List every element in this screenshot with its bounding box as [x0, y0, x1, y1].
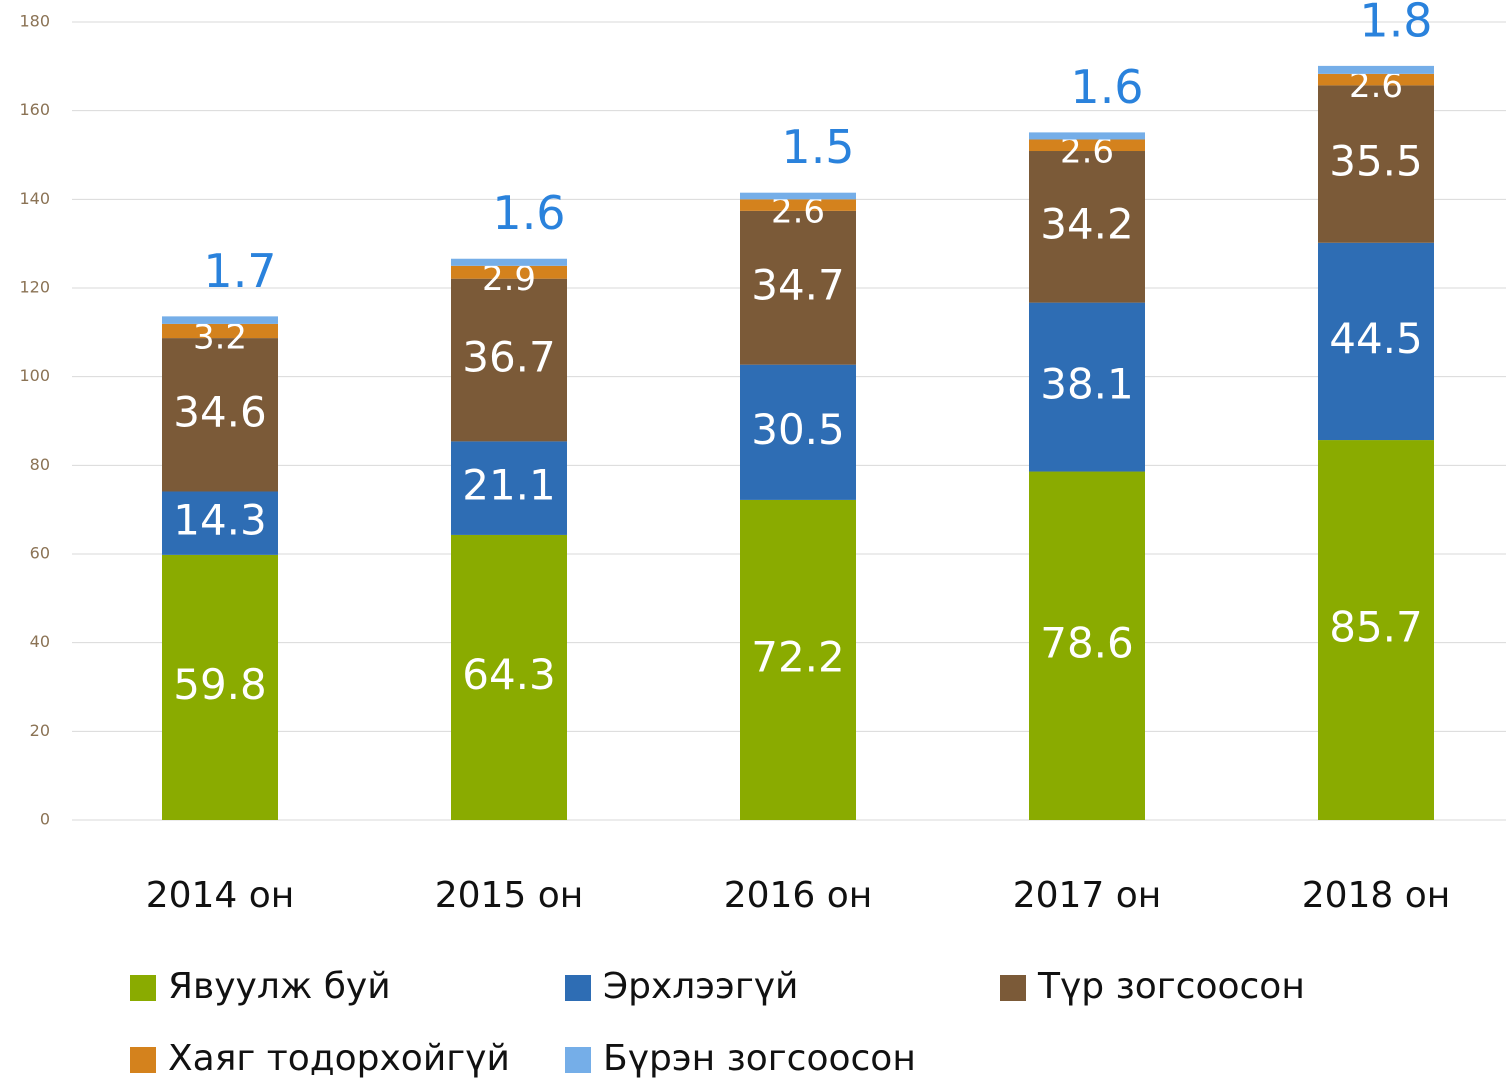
y-tick-label: 160 — [19, 100, 50, 119]
data-label: 36.7 — [462, 333, 556, 382]
bar-segment — [451, 441, 567, 535]
x-tick-label: 2015 он — [435, 875, 584, 916]
data-label: 85.7 — [1329, 603, 1423, 652]
bar-segment — [1029, 132, 1145, 140]
bar-segment — [1029, 471, 1145, 820]
bar-segment — [1318, 85, 1434, 243]
bar-segment — [740, 192, 856, 200]
legend-label: Түр зогсоосон — [1037, 966, 1305, 1007]
bar-segment — [1318, 242, 1434, 441]
legend-swatch — [130, 1047, 156, 1073]
bar-segment — [451, 265, 567, 279]
bar-segment — [1029, 139, 1145, 152]
x-tick-label: 2017 он — [1013, 875, 1162, 916]
data-label: 30.5 — [751, 405, 845, 454]
bar-segment — [740, 210, 856, 365]
data-label: 1.7 — [203, 244, 276, 298]
data-label: 35.5 — [1329, 137, 1423, 186]
y-tick-label: 0 — [40, 810, 50, 829]
legend-label: Хаяг тодорхойгүй — [168, 1038, 510, 1079]
y-tick-label: 140 — [19, 189, 50, 208]
bar-segment — [451, 258, 567, 266]
bar-segment — [162, 323, 278, 339]
legend-swatch — [565, 1047, 591, 1073]
data-label: 21.1 — [462, 461, 556, 510]
x-tick-label: 2014 он — [146, 875, 295, 916]
bar-segment — [740, 199, 856, 211]
legend-label: Эрхлээгүй — [603, 966, 798, 1007]
legend-swatch — [565, 975, 591, 1001]
bar-segment — [451, 278, 567, 442]
data-label: 14.3 — [173, 496, 267, 545]
data-label: 34.7 — [751, 260, 845, 309]
y-tick-label: 20 — [30, 721, 50, 740]
y-tick-label: 120 — [19, 278, 50, 297]
bar-segment — [1029, 151, 1145, 303]
data-label: 38.1 — [1040, 360, 1134, 409]
data-label: 1.8 — [1359, 0, 1432, 47]
bar-segment — [451, 534, 567, 820]
bar-segment — [162, 491, 278, 555]
data-label: 1.5 — [781, 120, 854, 174]
y-tick-label: 60 — [30, 544, 50, 563]
bar-segment — [162, 338, 278, 492]
y-tick-label: 40 — [30, 632, 50, 651]
data-label: 1.6 — [1070, 60, 1143, 114]
bar-segment — [162, 316, 278, 324]
bar-segment — [1029, 302, 1145, 472]
bar-segment — [740, 364, 856, 500]
legend-label: Явуулж буй — [168, 966, 391, 1007]
data-label: 78.6 — [1040, 618, 1134, 667]
bar-segment — [162, 554, 278, 820]
bar-segment — [1318, 440, 1434, 820]
y-tick-label: 100 — [19, 366, 50, 385]
legend-swatch — [1000, 975, 1026, 1001]
data-label: 34.6 — [173, 387, 267, 436]
data-label: 64.3 — [462, 650, 556, 699]
y-tick-label: 180 — [19, 12, 50, 31]
legend-swatch — [130, 975, 156, 1001]
legend-label: Бүрэн зогсоосон — [603, 1038, 916, 1079]
data-label: 34.2 — [1040, 199, 1134, 248]
data-label: 3.2 — [193, 318, 247, 358]
x-tick-label: 2018 он — [1302, 875, 1451, 916]
data-label: 59.8 — [173, 660, 267, 709]
bar-segment — [1318, 65, 1434, 74]
data-label: 44.5 — [1329, 314, 1423, 363]
bar-segment — [1318, 73, 1434, 86]
bar-segment — [740, 499, 856, 820]
x-tick-label: 2016 он — [724, 875, 873, 916]
data-label: 1.6 — [492, 186, 565, 240]
data-label: 72.2 — [751, 632, 845, 681]
y-tick-label: 80 — [30, 455, 50, 474]
